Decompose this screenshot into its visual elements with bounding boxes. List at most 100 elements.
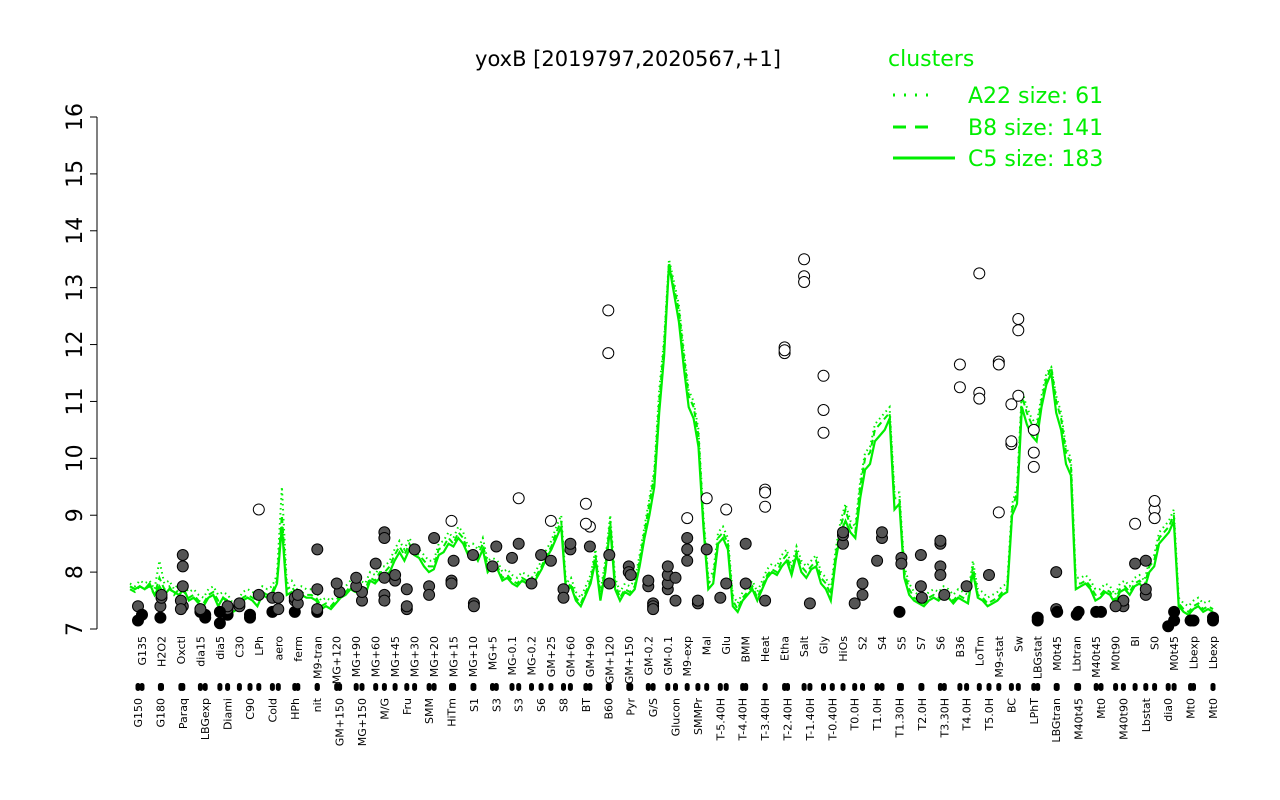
y-axis: 7 8 9 10 11 12 13 14 15 16 <box>63 103 98 636</box>
x-tick-label: T5.0H <box>983 698 996 731</box>
data-point <box>1027 460 1040 473</box>
x-tick-label: M0t45 <box>1168 636 1181 671</box>
x-rug-mark <box>937 683 943 691</box>
x-tick-label: G/S <box>647 698 660 717</box>
x-tick-label: M9-exp <box>681 636 694 677</box>
data-point <box>895 557 908 570</box>
y-tick-label: 8 <box>63 565 88 579</box>
x-rug-mark <box>426 683 432 691</box>
x-tick-label: G135 <box>136 636 149 666</box>
x-rug-mark <box>217 683 223 691</box>
x-rug-mark <box>538 683 544 691</box>
x-rug-mark <box>964 683 970 691</box>
x-rug-mark <box>373 683 379 691</box>
x-tick-label: Fru <box>401 698 414 715</box>
data-point <box>624 569 637 581</box>
data-point <box>681 543 694 556</box>
x-rug-mark <box>139 683 145 691</box>
x-tick-label: S5 <box>895 636 908 650</box>
x-rug-mark <box>587 683 593 691</box>
x-tick-label: G180 <box>154 698 167 728</box>
x-rug-mark <box>840 683 846 691</box>
data-point <box>681 532 694 544</box>
x-rug-mark <box>135 683 141 691</box>
x-rug-mark <box>1031 683 1037 691</box>
x-tick-label: S6 <box>934 636 947 650</box>
data-point <box>252 503 265 516</box>
x-tick-label: Mt0 <box>1185 698 1198 719</box>
data-point <box>915 591 928 604</box>
x-rug-mark <box>359 683 365 691</box>
x-tick-label: dia15 <box>194 636 207 667</box>
x-tick-label: M40t45 <box>1090 636 1103 678</box>
x-tick-label: S4 <box>876 636 889 650</box>
x-tick-label: T-2.40H <box>782 698 795 741</box>
data-point <box>759 594 772 607</box>
x-tick-label: BMM <box>740 636 753 663</box>
data-point <box>914 580 927 593</box>
x-rug-mark <box>471 683 477 691</box>
x-tick-label: Cold <box>266 698 279 722</box>
y-tick-label: 12 <box>63 331 88 359</box>
x-tick-label: S6 <box>535 698 548 712</box>
x-tick-label: B36 <box>954 636 967 658</box>
x-rug-mark <box>157 683 163 691</box>
data-points <box>132 253 1219 633</box>
data-point <box>1027 446 1040 459</box>
data-point <box>1148 495 1161 507</box>
data-point <box>1050 566 1063 579</box>
data-point <box>447 554 460 567</box>
x-tick-label: aero <box>272 636 285 661</box>
x-rug-mark <box>180 683 186 691</box>
data-point <box>506 551 518 564</box>
x-tick-label: HPh <box>289 698 302 720</box>
x-rug-mark <box>225 683 231 691</box>
x-tick-label: S0 <box>1149 636 1162 650</box>
data-point <box>973 392 986 405</box>
x-rug-mark <box>247 683 253 691</box>
y-tick-label: 13 <box>63 274 88 302</box>
x-tick-label: Lbexp <box>1207 636 1220 669</box>
x-rug-mark <box>807 683 813 691</box>
x-rug-mark <box>292 683 298 691</box>
data-point <box>154 611 167 624</box>
data-point <box>490 540 503 553</box>
x-tick-label: S1 <box>468 698 481 712</box>
data-point <box>700 492 713 505</box>
x-rug-mark <box>197 683 203 691</box>
y-tick-label: 11 <box>63 387 88 415</box>
x-tick-label: T-3.40H <box>759 698 772 741</box>
x-rug-mark <box>509 683 515 691</box>
x-rug-mark <box>1113 683 1119 691</box>
data-point <box>934 569 947 581</box>
x-rug-mark <box>516 683 522 691</box>
y-tick-label: 16 <box>63 103 88 131</box>
x-tick-label: S7 <box>915 636 928 650</box>
data-point <box>681 554 694 567</box>
y-tick-label: 9 <box>63 508 88 522</box>
data-point <box>1027 423 1040 436</box>
x-tick-label: MG+90 <box>350 636 363 677</box>
data-point <box>1129 517 1142 530</box>
x-rug-mark <box>275 683 281 691</box>
data-point <box>330 577 343 590</box>
data-point <box>647 603 660 616</box>
x-tick-label: T1.0H <box>871 698 884 731</box>
x-tick-label: Lbtran <box>1071 636 1084 672</box>
x-tick-label: LBGstat <box>1032 635 1045 679</box>
x-rug-mark <box>1015 683 1021 691</box>
x-tick-label: M0t90 <box>1110 636 1123 671</box>
data-point <box>400 583 413 596</box>
data-point <box>512 492 525 505</box>
data-point <box>213 617 226 630</box>
x-rug-mark <box>740 683 746 691</box>
x-tick-label: Paraq <box>177 698 190 729</box>
x-rug-mark <box>1132 683 1138 691</box>
data-point <box>934 534 947 547</box>
x-tick-label: Lbexp <box>1188 636 1201 669</box>
x-rug-mark <box>412 683 418 691</box>
data-point <box>583 540 596 553</box>
x-tick-label: SMM <box>423 698 436 724</box>
data-point <box>350 571 363 584</box>
x-tick-label: Etha <box>779 636 792 661</box>
